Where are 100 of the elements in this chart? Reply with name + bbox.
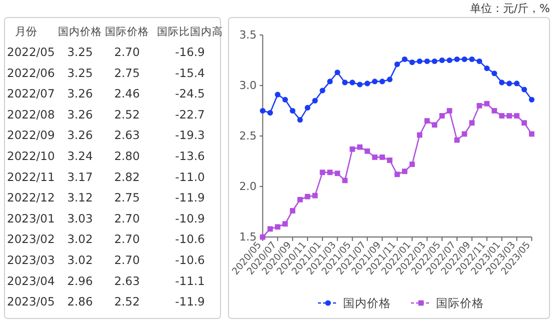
category-label: 2022/10 (7, 149, 55, 163)
point (297, 196, 303, 202)
data-label: 3.24 (67, 149, 93, 163)
point (290, 108, 296, 114)
point (416, 132, 422, 138)
category-label: 2023/01 (7, 211, 55, 226)
point (334, 170, 340, 176)
point (454, 56, 460, 62)
text: 国内价格 (58, 25, 102, 38)
point (432, 58, 438, 64)
text: 单位：元/斤，% (470, 2, 550, 15)
data-label: 3.26 (67, 128, 93, 142)
data-label: -22.7 (175, 107, 205, 122)
data-label: 3.03 (67, 211, 93, 226)
point (312, 98, 318, 104)
data-label: 2.63 (114, 128, 140, 142)
point (424, 118, 430, 124)
data-label: -11.0 (175, 170, 205, 184)
y-tick-label: 2.0 (239, 180, 257, 193)
data-label: -24.5 (175, 86, 205, 101)
data-label: -13.6 (175, 149, 205, 163)
point (521, 86, 528, 92)
point (402, 168, 408, 174)
point (282, 221, 288, 227)
point (446, 108, 452, 114)
point (476, 58, 482, 64)
data-label: 2.75 (114, 66, 140, 80)
y-tick-label: 1.5 (239, 230, 257, 244)
data-label: -11.9 (175, 294, 205, 309)
category-label: 2022/07 (7, 86, 55, 101)
point (492, 70, 498, 76)
point (282, 96, 288, 102)
data-label: 2.80 (114, 149, 140, 163)
point (499, 80, 505, 86)
point (342, 80, 348, 86)
point (514, 80, 520, 86)
data-label: 2.63 (114, 274, 140, 288)
point (327, 170, 333, 176)
data-label: 2.46 (114, 86, 140, 101)
data-label: 3.12 (67, 190, 93, 205)
point (320, 88, 326, 94)
point (469, 56, 475, 62)
text: 月份 (15, 25, 37, 38)
point (528, 96, 534, 102)
data-label: 3.02 (67, 253, 93, 267)
point (267, 226, 273, 232)
category-label: 2023/02 (7, 232, 55, 246)
point (274, 224, 280, 230)
point (506, 80, 512, 86)
point (432, 122, 438, 128)
y-tick-label: 2.5 (239, 130, 257, 142)
y-tick-label: 3.0 (239, 79, 257, 92)
point (476, 103, 482, 108)
point (402, 56, 408, 62)
point (297, 117, 303, 123)
data-label: 2.52 (114, 107, 140, 122)
point (334, 70, 340, 76)
legend-label: 国际价格 (436, 296, 484, 310)
text: 国际价格 (105, 26, 149, 38)
point (372, 78, 378, 84)
point (439, 57, 445, 64)
category-label: 2023/05 (7, 294, 55, 309)
data-label: -11.9 (175, 190, 205, 205)
point (529, 131, 534, 137)
point (416, 58, 422, 64)
point (312, 192, 318, 198)
point (424, 58, 430, 64)
category-label: 2022/08 (7, 107, 55, 122)
data-label: 3.17 (67, 170, 93, 184)
point (274, 92, 280, 98)
point (357, 82, 363, 88)
point (342, 178, 348, 184)
category-label: 2022/05 (7, 45, 55, 59)
point (484, 66, 490, 72)
point (522, 120, 527, 126)
point (439, 113, 445, 118)
point (492, 108, 498, 114)
category-label: 2022/09 (7, 128, 55, 142)
point (304, 194, 310, 200)
point (379, 78, 386, 84)
point (386, 76, 393, 82)
point (364, 148, 370, 154)
y-tick-label: 3.5 (239, 28, 257, 42)
data-label: 2.52 (114, 294, 140, 309)
legend-label: 国内价格 (343, 296, 391, 310)
data-label: -11.1 (175, 274, 205, 288)
point (290, 208, 296, 214)
data-label: -15.4 (175, 66, 205, 80)
point (372, 154, 378, 160)
point (327, 78, 333, 84)
data-label: 2.70 (114, 45, 140, 59)
point (409, 162, 415, 167)
point (394, 172, 400, 178)
point (350, 146, 356, 152)
data-label: 2.86 (67, 294, 93, 309)
data-label: 2.70 (114, 253, 140, 267)
category-label: 2022/06 (7, 66, 55, 80)
point (304, 104, 310, 111)
category-label: 2023/04 (7, 274, 55, 288)
data-label: -10.6 (175, 232, 205, 246)
